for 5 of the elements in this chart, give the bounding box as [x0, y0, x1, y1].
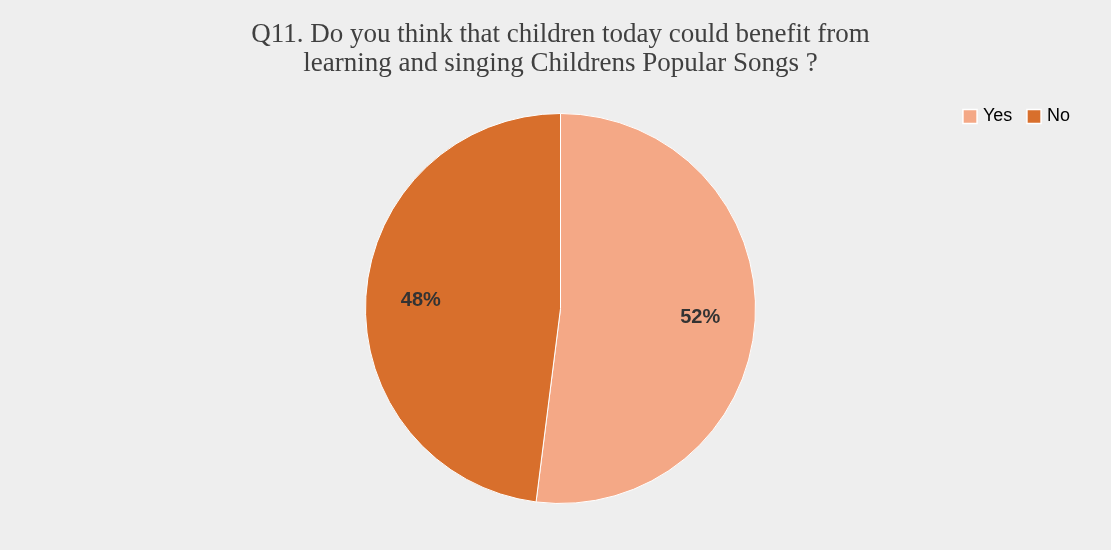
legend-label: No: [1047, 105, 1071, 126]
chart-title: Q11. Do you think that children today could benefit from learning and singing Childrens Popular Songs ?: [251, 18, 870, 77]
legend-label: Yes: [983, 105, 1013, 126]
data-label: 52%: [680, 305, 721, 328]
data-label: 48%: [400, 287, 442, 310]
